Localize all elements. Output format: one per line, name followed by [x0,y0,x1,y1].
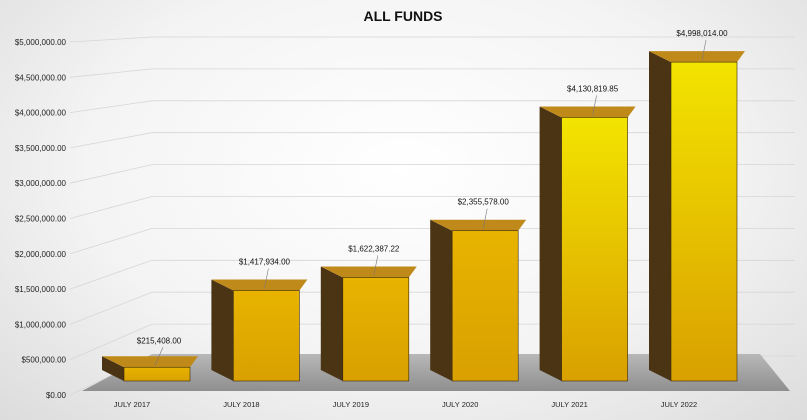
x-tick-label: JULY 2021 [551,400,587,409]
bar-side [211,279,234,381]
y-tick-label: $2,000,000.00 [15,250,67,259]
gridline-side [69,68,153,78]
y-tick-label: $1,500,000.00 [15,285,67,294]
bar-top [539,106,636,118]
data-label: $1,417,934.00 [239,258,291,267]
x-tick-label: JULY 2022 [661,400,697,409]
y-tick-label: $5,000,000.00 [15,38,67,47]
bar-side [649,51,671,381]
chart-title: ALL FUNDS [363,8,442,24]
y-tick-label: $4,000,000.00 [15,109,67,118]
data-label: $2,355,578.00 [458,198,510,207]
data-label-leader [482,208,488,229]
x-tick-label: JULY 2018 [223,400,259,409]
y-tick-label: $3,500,000.00 [15,144,67,153]
bar-top [649,51,745,63]
data-label: $215,408.00 [137,336,182,345]
bar-side [102,356,124,381]
data-label-leader [373,255,379,276]
data-label: $4,998,014.00 [676,29,728,38]
x-tick-label: JULY 2017 [114,400,150,409]
bar-top [430,219,527,231]
bar-top [211,279,308,291]
data-label-leader [592,95,597,116]
bar [233,290,300,382]
y-tick-label: $0.00 [46,391,67,400]
gridline-side [69,323,153,361]
bar [670,61,738,382]
y-tick-label: $3,000,000.00 [15,179,67,188]
bar-top [102,356,198,368]
bar-side [539,106,562,381]
data-label-leader [701,40,707,61]
bar [123,366,191,382]
bar-top [320,266,417,278]
bar-side [320,266,343,381]
data-label-leader [154,347,164,366]
bar [561,117,628,382]
gridline-side [69,100,153,113]
data-labels: $215,408.00 $1,417,934.00 $1,622,387.22 $2,… [137,29,728,366]
gridline-side [69,132,153,149]
x-axis-ticks: JULY 2017 JULY 2018 JULY 2019 JULY 2020 JULY… [114,400,697,409]
y-tick-label: $1,000,000.00 [15,320,67,329]
y-tick-label: $2,500,000.00 [15,215,67,224]
y-tick-label: $500,000.00 [22,356,67,365]
data-label: $1,622,387.22 [348,244,400,253]
x-tick-label: JULY 2020 [442,400,478,409]
gridline-side [69,228,153,255]
gridline-side [69,259,153,290]
data-label: $4,130,819.85 [567,84,619,93]
bar [451,230,519,382]
gridline-side [69,291,153,325]
bar [342,277,410,382]
data-label-leader [264,268,269,289]
gridline-side [69,196,153,219]
gridline-side [69,36,153,43]
y-tick-label: $4,500,000.00 [15,73,67,82]
y-axis-ticks: $0.00 $500,000.00 $1,000,000.00 $1,500,000.… [15,38,67,400]
bar-side [430,219,453,381]
x-tick-label: JULY 2019 [333,400,369,409]
bars [102,51,745,382]
gridline-side [69,164,153,184]
